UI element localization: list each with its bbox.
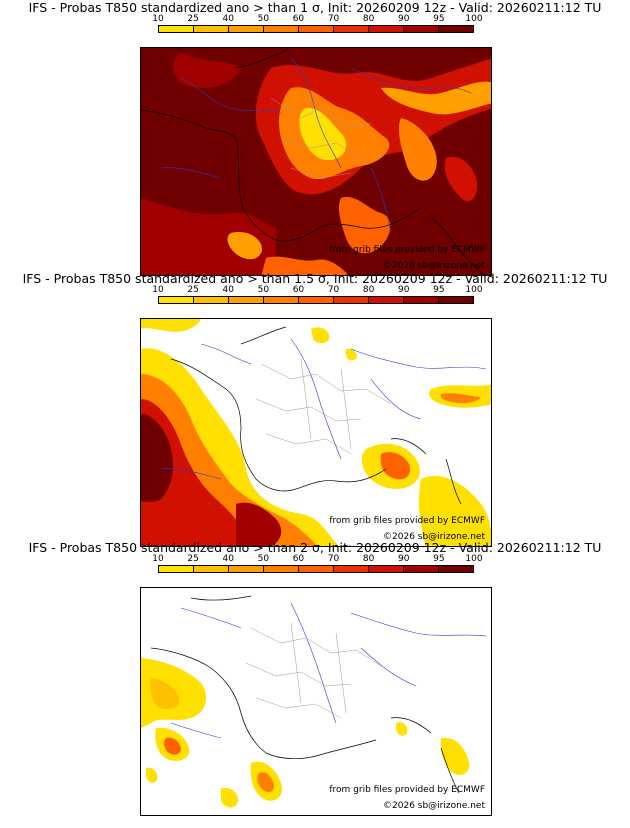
probability-map: from grib files provided by ECMWF ©2026 … [140,587,492,816]
colorbar-tick-label: 10 [152,554,164,564]
map-field [141,319,491,546]
colorbar-swatch [264,297,299,303]
colorbar-tick-label: 70 [327,14,340,24]
panel-title: IFS - Probas T850 standardized ano > tha… [22,271,608,286]
colorbar-tick-label: 95 [433,285,445,295]
colorbar-tick-label: 70 [327,285,340,295]
colorbar-swatch [194,297,229,303]
colorbar-swatch [369,26,404,32]
credit-copyright: ©2026 sb@irizone.net [383,532,485,542]
probability-map: from grib files provided by ECMWF ©2026 … [140,47,492,276]
colorbar-swatch [159,26,194,32]
colorbar-swatch [264,566,299,572]
colorbar-tick-label: 90 [398,14,410,24]
colorbar-tick-label: 100 [465,14,483,24]
colorbar-swatch [194,566,229,572]
colorbar-tick-label: 100 [465,285,483,295]
credit-copyright: ©2026 sb@irizone.net [383,801,485,811]
credit-source: from grib files provided by ECMWF [329,516,485,526]
colorbar-tick-label: 70 [327,554,340,564]
credit-source: from grib files provided by ECMWF [329,785,485,795]
panel-title: IFS - Probas T850 standardized ano > tha… [28,0,602,15]
probability-map: from grib files provided by ECMWF ©2026 … [140,318,492,547]
probability-panel-1-5-sigma: IFS - Probas T850 standardized ano > tha… [0,271,630,547]
colorbar-swatch [404,566,439,572]
colorbar-swatch [229,26,264,32]
colorbar-swatch [299,26,334,32]
colorbar-tick-label: 95 [433,14,445,24]
colorbar-tick-label: 100 [465,554,483,564]
colorbar-swatch [439,26,473,32]
map-field [141,48,491,275]
colorbar-tick-label: 40 [222,285,234,295]
colorbar-boxes [158,25,474,33]
colorbar-tick-label: 40 [222,554,234,564]
colorbar-swatch [404,26,439,32]
colorbar-tick-label: 10 [152,14,164,24]
panel-title: IFS - Probas T850 standardized ano > tha… [28,540,602,555]
colorbar-swatch [334,566,369,572]
colorbar-tick-label: 25 [187,554,199,564]
colorbar-tick-label: 80 [362,285,375,295]
colorbar: 10 25 40 50 60 70 80 90 95 100 [152,14,483,38]
credit-source: from grib files provided by ECMWF [329,245,485,255]
credit-copyright: ©2026 sb@irizone.net [383,261,485,271]
colorbar-tick-label: 50 [257,14,270,24]
colorbar-swatch [334,26,369,32]
colorbar-tick-label: 80 [362,554,375,564]
colorbar-swatch [334,297,369,303]
colorbar-ticks: 10 25 40 50 60 70 80 90 95 100 [152,554,482,564]
colorbar-tick-label: 40 [222,14,234,24]
colorbar-swatch [229,566,264,572]
colorbar-tick-label: 60 [292,554,305,564]
colorbar-tick-label: 10 [152,285,164,295]
colorbar-tick-label: 90 [398,285,410,295]
probability-panel-1-sigma: IFS - Probas T850 standardized ano > tha… [0,0,630,276]
colorbar-tick-label: 50 [257,554,270,564]
colorbar-tick-label: 80 [362,14,375,24]
probability-panel-2-sigma: IFS - Probas T850 standardized ano > tha… [0,540,630,816]
colorbar-tick-label: 25 [187,285,199,295]
colorbar-boxes [158,565,474,573]
colorbar-swatch [194,26,229,32]
colorbar-swatch [439,297,473,303]
colorbar-swatch [264,26,299,32]
colorbar-boxes [158,296,474,304]
colorbar-ticks: 10 25 40 50 60 70 80 90 95 100 [152,14,482,24]
colorbar-swatch [159,297,194,303]
colorbar-swatch [229,297,264,303]
colorbar-tick-label: 90 [398,554,410,564]
colorbar-swatch [369,566,404,572]
colorbar-swatch [299,297,334,303]
colorbar-swatch [299,566,334,572]
colorbar-tick-label: 25 [187,14,199,24]
colorbar-swatch [439,566,473,572]
colorbar-swatch [404,297,439,303]
colorbar-tick-label: 50 [257,285,270,295]
colorbar-swatch [369,297,404,303]
colorbar: 10 25 40 50 60 70 80 90 95 100 [152,554,483,578]
colorbar-tick-label: 95 [433,554,445,564]
map-field [141,588,491,815]
colorbar-ticks: 10 25 40 50 60 70 80 90 95 100 [152,285,482,295]
colorbar-tick-label: 60 [292,285,305,295]
colorbar: 10 25 40 50 60 70 80 90 95 100 [152,285,483,309]
colorbar-swatch [159,566,194,572]
colorbar-tick-label: 60 [292,14,305,24]
